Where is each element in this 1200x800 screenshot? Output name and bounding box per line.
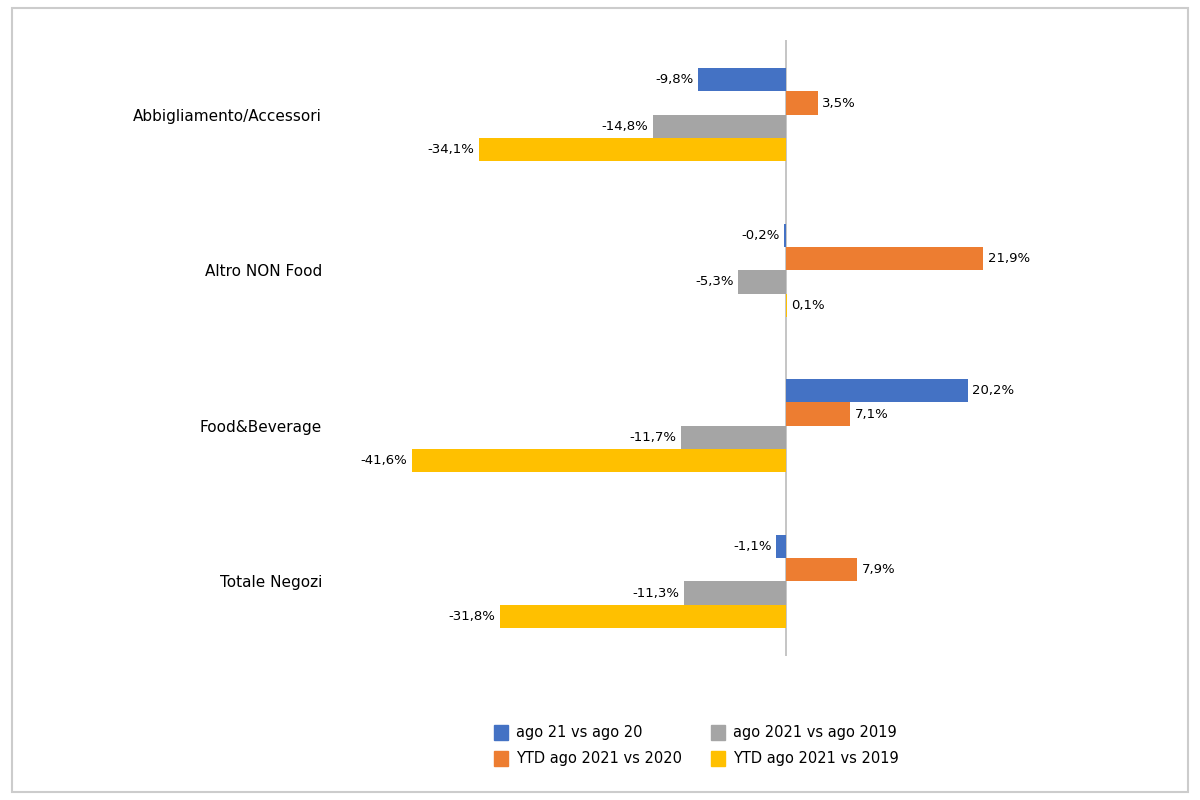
Text: 3,5%: 3,5% [822, 97, 856, 110]
Text: -31,8%: -31,8% [449, 610, 496, 623]
Bar [479, 138, 786, 162]
Text: -5,3%: -5,3% [695, 275, 734, 288]
Text: 20,2%: 20,2% [972, 384, 1014, 398]
Legend: ago 21 vs ago 20, YTD ago 2021 vs 2020, ago 2021 vs ago 2019, YTD ago 2021 vs 20: ago 21 vs ago 20, YTD ago 2021 vs 2020, … [488, 719, 904, 772]
Bar [684, 582, 786, 605]
Bar [698, 68, 786, 91]
Text: -41,6%: -41,6% [360, 454, 407, 467]
Bar [653, 114, 786, 138]
Bar [786, 402, 850, 426]
Text: -9,8%: -9,8% [655, 73, 694, 86]
Bar [786, 558, 857, 582]
Bar [680, 426, 786, 449]
Bar [786, 247, 983, 270]
Text: 7,1%: 7,1% [854, 408, 888, 421]
Text: -11,3%: -11,3% [632, 586, 679, 599]
Text: 0,1%: 0,1% [792, 298, 826, 312]
Text: -11,7%: -11,7% [629, 431, 677, 444]
Text: -1,1%: -1,1% [733, 540, 772, 553]
Bar [738, 270, 786, 294]
Text: 21,9%: 21,9% [988, 252, 1030, 265]
Bar [785, 223, 786, 247]
Bar [776, 534, 786, 558]
Text: -14,8%: -14,8% [601, 120, 648, 133]
Bar [500, 605, 786, 628]
Bar [786, 379, 967, 402]
Bar [412, 449, 786, 473]
Bar [786, 91, 817, 114]
Text: -34,1%: -34,1% [427, 143, 475, 156]
Text: 7,9%: 7,9% [862, 563, 895, 576]
Text: -0,2%: -0,2% [742, 229, 780, 242]
